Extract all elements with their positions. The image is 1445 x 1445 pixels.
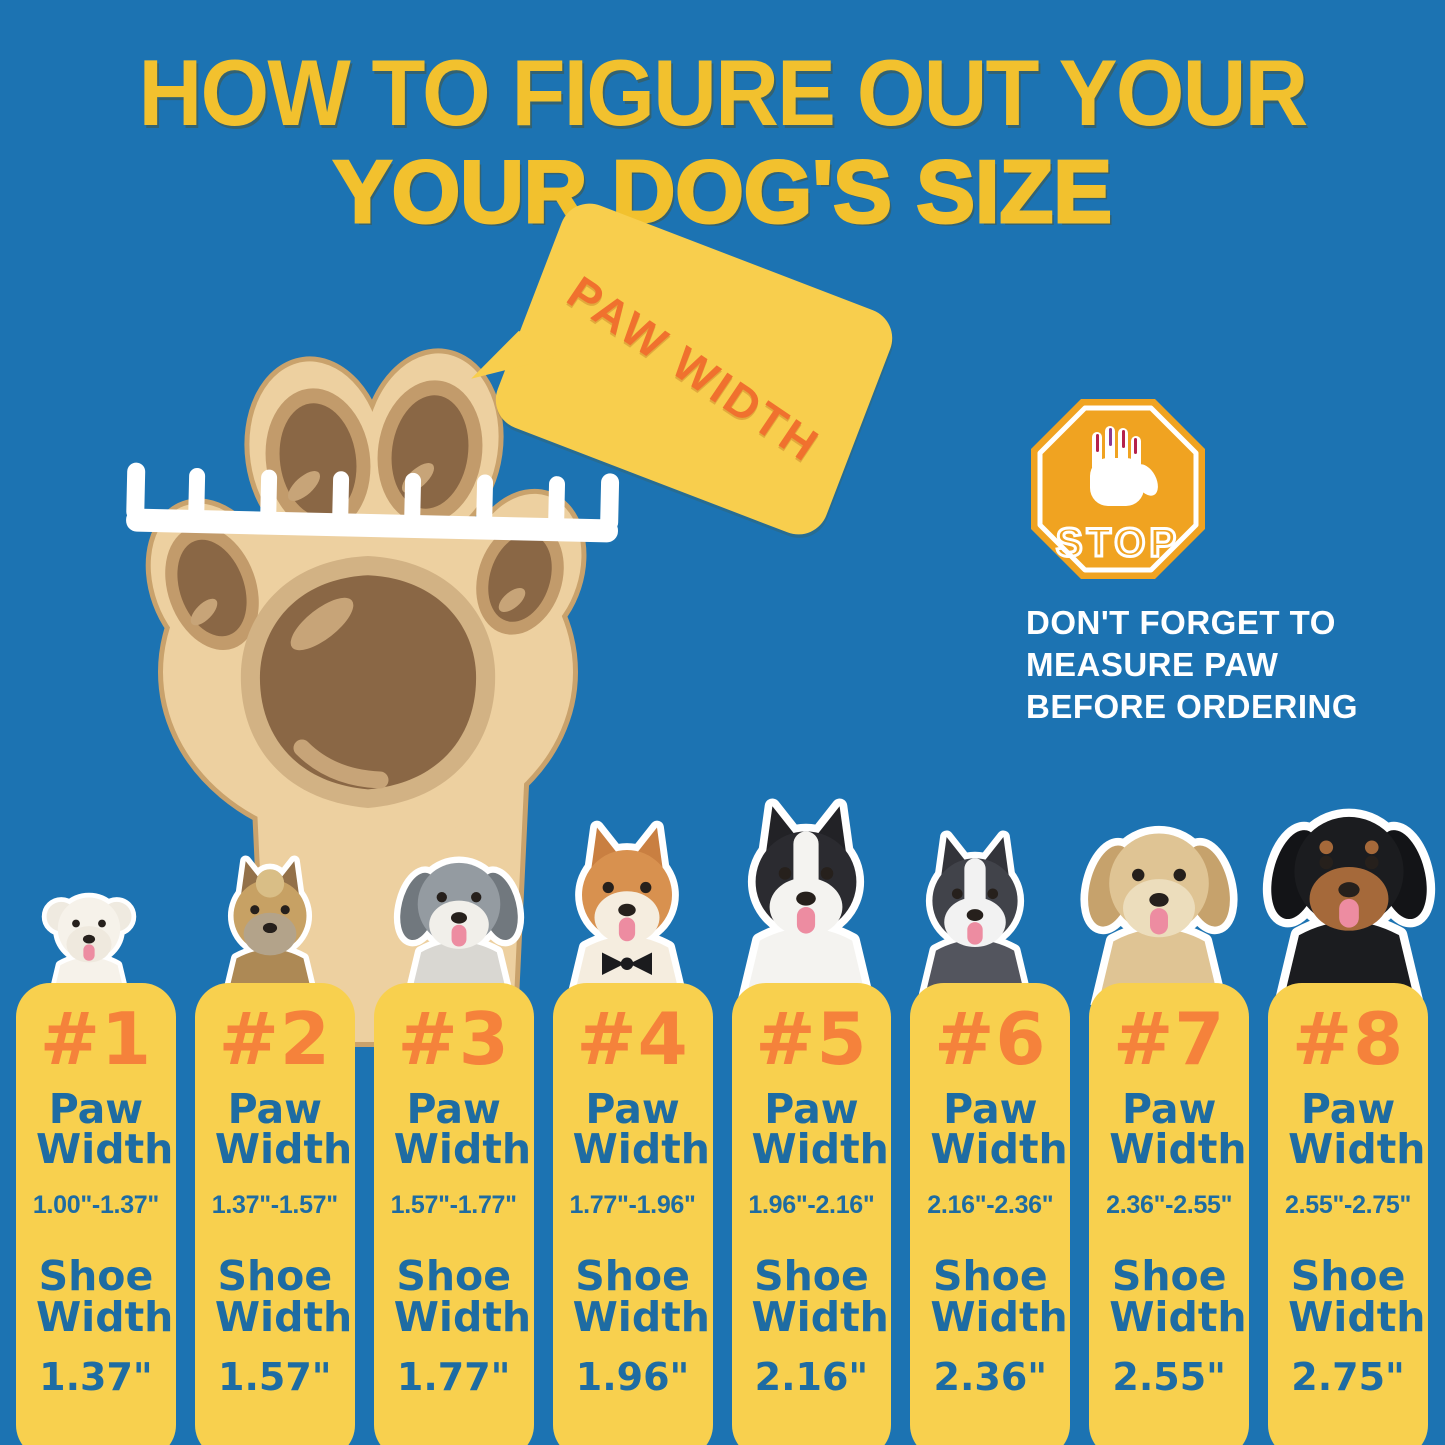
- paw-width-label: Paw Width: [214, 1085, 353, 1174]
- toe-pad: [165, 526, 259, 650]
- page-title: HOW TO FIGURE OUT YOUR YOUR DOG'S SIZE: [0, 40, 1445, 241]
- paw-width-range: 1.37"-1.57": [211, 1191, 338, 1220]
- reminder-line-3: BEFORE ORDERING: [1026, 688, 1359, 725]
- dog-photo-husky: [904, 793, 1046, 1005]
- size-column-4: #4 Paw Width 1.77"-1.96" Shoe Width 1.96…: [552, 983, 713, 1445]
- shoe-width-label: Shoe Width: [572, 1252, 710, 1341]
- paw-width-range: 1.96"-2.16": [748, 1191, 875, 1220]
- shoe-width-label: Shoe Width: [214, 1252, 353, 1341]
- size-number: #4: [576, 997, 689, 1081]
- dog-photo-rottweiler: [1258, 775, 1440, 1005]
- size-number: #3: [397, 997, 510, 1081]
- measure-reminder: DON'T FORGET TO MEASURE PAW BEFORE ORDER…: [1026, 602, 1396, 728]
- stop-hand-icon: [1090, 426, 1158, 506]
- size-number: #6: [934, 997, 1047, 1081]
- stop-label: STOP: [1056, 521, 1180, 565]
- size-column-1: #1 Paw Width 1.00"-1.37" Shoe Width 1.37…: [16, 983, 176, 1445]
- paw-width-range: 2.55"-2.75": [1285, 1191, 1412, 1220]
- shoe-width-value: 2.16": [754, 1354, 869, 1399]
- paw-width-label: Paw Width: [572, 1085, 710, 1174]
- size-column-7: #7 Paw Width 2.36"-2.55" Shoe Width 2.55…: [1089, 983, 1250, 1445]
- paw-width-range: 2.16"-2.36": [927, 1191, 1054, 1220]
- shoe-width-label: Shoe Width: [393, 1252, 532, 1341]
- size-column-2: #2 Paw Width 1.37"-1.57" Shoe Width 1.57…: [194, 983, 355, 1445]
- dog-photo-bearded-collie: [390, 833, 528, 1005]
- shoe-width-value: 2.36": [933, 1354, 1048, 1399]
- shoe-width-label: Shoe Width: [35, 1252, 174, 1341]
- shoe-width-value: 1.37": [39, 1354, 153, 1399]
- toe-pad: [476, 521, 564, 635]
- shoe-width-value: 2.75": [1291, 1354, 1405, 1399]
- dog-photo-border-collie: [722, 783, 890, 1005]
- paw-width-range: 1.00"-1.37": [32, 1191, 159, 1220]
- shoe-width-value: 1.96": [575, 1354, 690, 1399]
- paw-width-range: 1.77"-1.96": [569, 1191, 696, 1220]
- measuring-comb: [126, 462, 620, 543]
- shoe-width-label: Shoe Width: [1109, 1252, 1247, 1341]
- dog-photo-golden-retriever: [1076, 783, 1242, 1005]
- size-chart: #1 Paw Width 1.00"-1.37" Shoe Width 1.37…: [16, 983, 1428, 1445]
- paw-width-label: Paw Width: [1288, 1085, 1426, 1174]
- dog-photo-shiba-inu: [552, 805, 702, 1005]
- paw-width-label: Paw Width: [393, 1085, 532, 1174]
- paw-width-label: Paw Width: [751, 1085, 889, 1174]
- shoe-width-label: Shoe Width: [751, 1252, 889, 1341]
- stop-sign-icon: STOP: [1031, 399, 1205, 579]
- paw-width-label: Paw Width: [930, 1085, 1068, 1174]
- paw-width-range: 2.36"-2.55": [1106, 1191, 1233, 1220]
- size-number: #5: [755, 997, 868, 1081]
- title-line-1: HOW TO FIGURE OUT YOUR: [138, 40, 1309, 145]
- size-column-3: #3 Paw Width 1.57"-1.77" Shoe Width 1.77…: [373, 983, 534, 1445]
- shoe-width-value: 1.77": [396, 1354, 511, 1399]
- size-column-8: #8 Paw Width 2.55"-2.75" Shoe Width 2.75…: [1268, 983, 1428, 1445]
- shoe-width-label: Shoe Width: [1288, 1252, 1426, 1341]
- size-number: #1: [39, 997, 153, 1081]
- shoe-width-value: 2.55": [1112, 1354, 1226, 1399]
- size-number: #8: [1291, 997, 1405, 1081]
- reminder-line-1: DON'T FORGET TO: [1026, 604, 1336, 641]
- size-number: #7: [1112, 997, 1226, 1081]
- shoe-width-value: 1.57": [218, 1354, 332, 1399]
- paw-width-label: Paw Width: [35, 1085, 174, 1174]
- reminder-line-2: MEASURE PAW: [1026, 646, 1279, 683]
- title-line-2: YOUR DOG'S SIZE: [332, 141, 1114, 241]
- shoe-width-label: Shoe Width: [930, 1252, 1068, 1341]
- size-column-6: #6 Paw Width 2.16"-2.36" Shoe Width 2.36…: [910, 983, 1071, 1445]
- paw-width-range: 1.57"-1.77": [390, 1191, 517, 1220]
- size-number: #2: [218, 997, 332, 1081]
- main-pad: [240, 556, 496, 808]
- size-column-5: #5 Paw Width 1.96"-2.16" Shoe Width 2.16…: [731, 983, 892, 1445]
- dog-photo-yorkshire-terrier: [196, 853, 344, 1005]
- paw-width-label: Paw Width: [1109, 1085, 1247, 1174]
